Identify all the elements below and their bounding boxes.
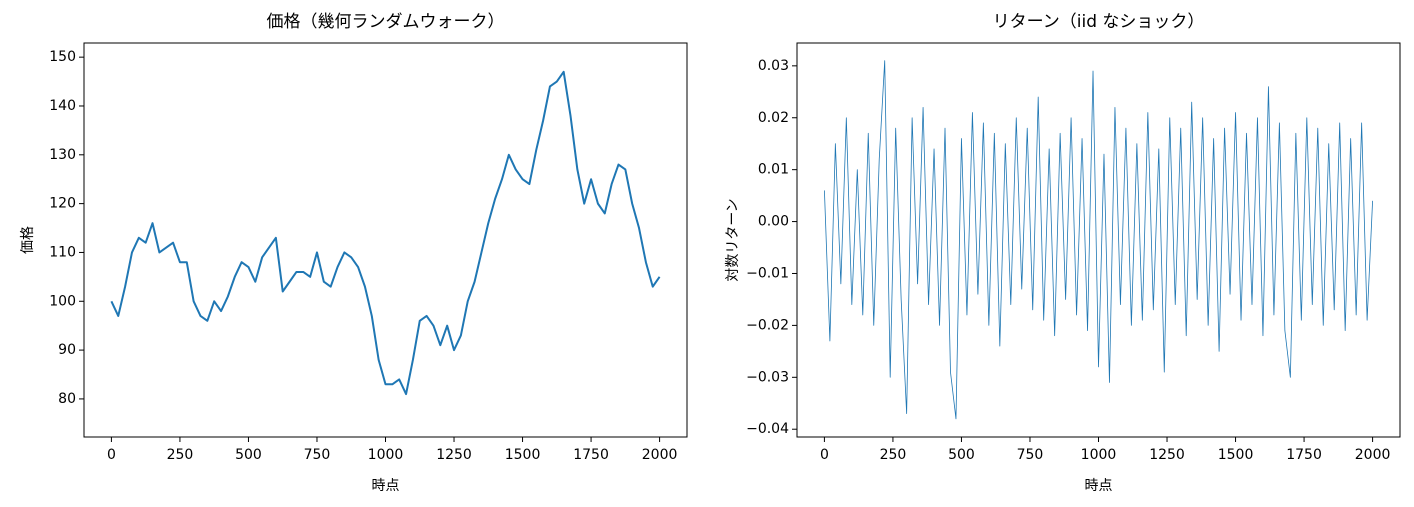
x-tick-label: 0	[820, 447, 829, 463]
y-tick-label: 130	[49, 147, 76, 163]
line-series	[110, 70, 661, 396]
y-tick-label: 90	[58, 342, 76, 358]
y-tick-label: −0.02	[746, 317, 789, 333]
x-axis-label: 時点	[372, 478, 400, 494]
y-tick-label: 150	[49, 49, 76, 65]
x-tick-label: 1500	[1218, 447, 1254, 463]
line-series	[824, 60, 1373, 420]
x-tick-label: 0	[107, 447, 116, 463]
chart-title: 価格（幾何ランダムウォーク）	[267, 12, 505, 32]
x-tick-label: 1000	[1081, 447, 1117, 463]
x-tick-label: 750	[304, 447, 331, 463]
x-tick-label: 750	[1017, 447, 1044, 463]
x-tick-label: 250	[880, 447, 907, 463]
y-tick-label: −0.03	[746, 369, 789, 385]
x-tick-label: 500	[948, 447, 975, 463]
chart-title: リターン（iid なショック）	[993, 12, 1205, 32]
y-tick-label: −0.04	[746, 421, 789, 437]
x-tick-label: 500	[235, 447, 262, 463]
y-tick-label: 100	[49, 293, 76, 309]
y-tick-label: −0.01	[746, 265, 789, 281]
x-tick-label: 1250	[1149, 447, 1185, 463]
y-tick-label: 140	[49, 98, 76, 114]
x-tick-label: 2000	[1355, 447, 1391, 463]
y-tick-label: 0.00	[758, 214, 789, 230]
y-tick-label: 0.03	[758, 58, 789, 74]
axes-frame	[796, 42, 1401, 438]
x-tick-label: 2000	[642, 447, 678, 463]
x-tick-label: 1250	[436, 447, 472, 463]
x-tick-label: 250	[167, 447, 194, 463]
y-tick-label: 0.02	[758, 110, 789, 126]
y-tick-label: 0.01	[758, 162, 789, 178]
x-axis-label: 時点	[1085, 478, 1113, 494]
x-tick-label: 1500	[505, 447, 541, 463]
axes-frame	[83, 42, 688, 438]
x-tick-label: 1750	[573, 447, 609, 463]
y-tick-label: 80	[58, 391, 76, 407]
y-tick-label: 110	[49, 244, 76, 260]
y-tick-label: 120	[49, 196, 76, 212]
y-axis-label: 対数リターン	[725, 198, 741, 281]
x-tick-label: 1000	[368, 447, 404, 463]
x-tick-label: 1750	[1286, 447, 1322, 463]
y-axis-label: 価格	[20, 226, 36, 254]
